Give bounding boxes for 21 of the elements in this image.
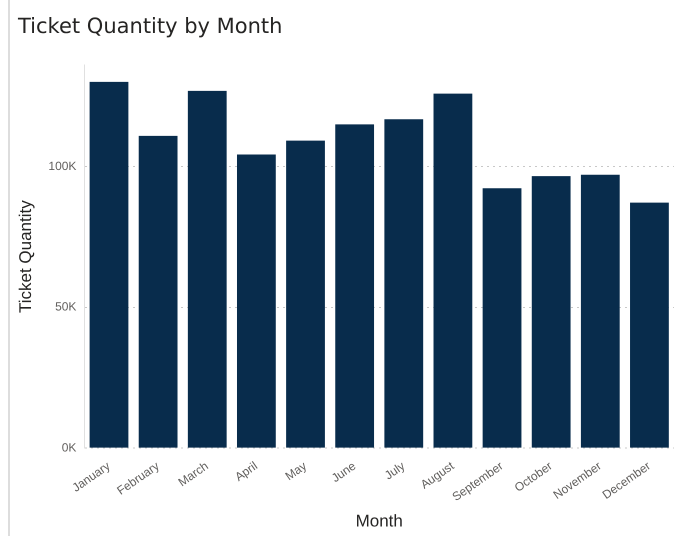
y-tick-label: 50K bbox=[55, 300, 76, 314]
bar bbox=[236, 154, 276, 448]
y-axis-title: Ticket Quantity bbox=[16, 200, 35, 314]
bar bbox=[90, 82, 128, 448]
x-axis-title: Month bbox=[356, 511, 403, 530]
y-tick-label: 0K bbox=[62, 440, 76, 454]
x-tick-label: June bbox=[328, 458, 359, 486]
bar bbox=[286, 140, 325, 448]
bar bbox=[188, 90, 227, 448]
bar bbox=[138, 136, 178, 448]
y-tick-label: 100K bbox=[48, 158, 76, 173]
x-tick-label: July bbox=[382, 458, 408, 482]
bar bbox=[630, 202, 669, 448]
x-tick-label: May bbox=[282, 458, 310, 484]
bar bbox=[335, 124, 374, 448]
bar bbox=[482, 188, 522, 448]
bar bbox=[384, 119, 424, 448]
chart-title: Ticket Quantity by Month bbox=[18, 14, 282, 38]
bar bbox=[532, 176, 571, 448]
bar bbox=[580, 174, 620, 448]
bar bbox=[434, 94, 472, 448]
